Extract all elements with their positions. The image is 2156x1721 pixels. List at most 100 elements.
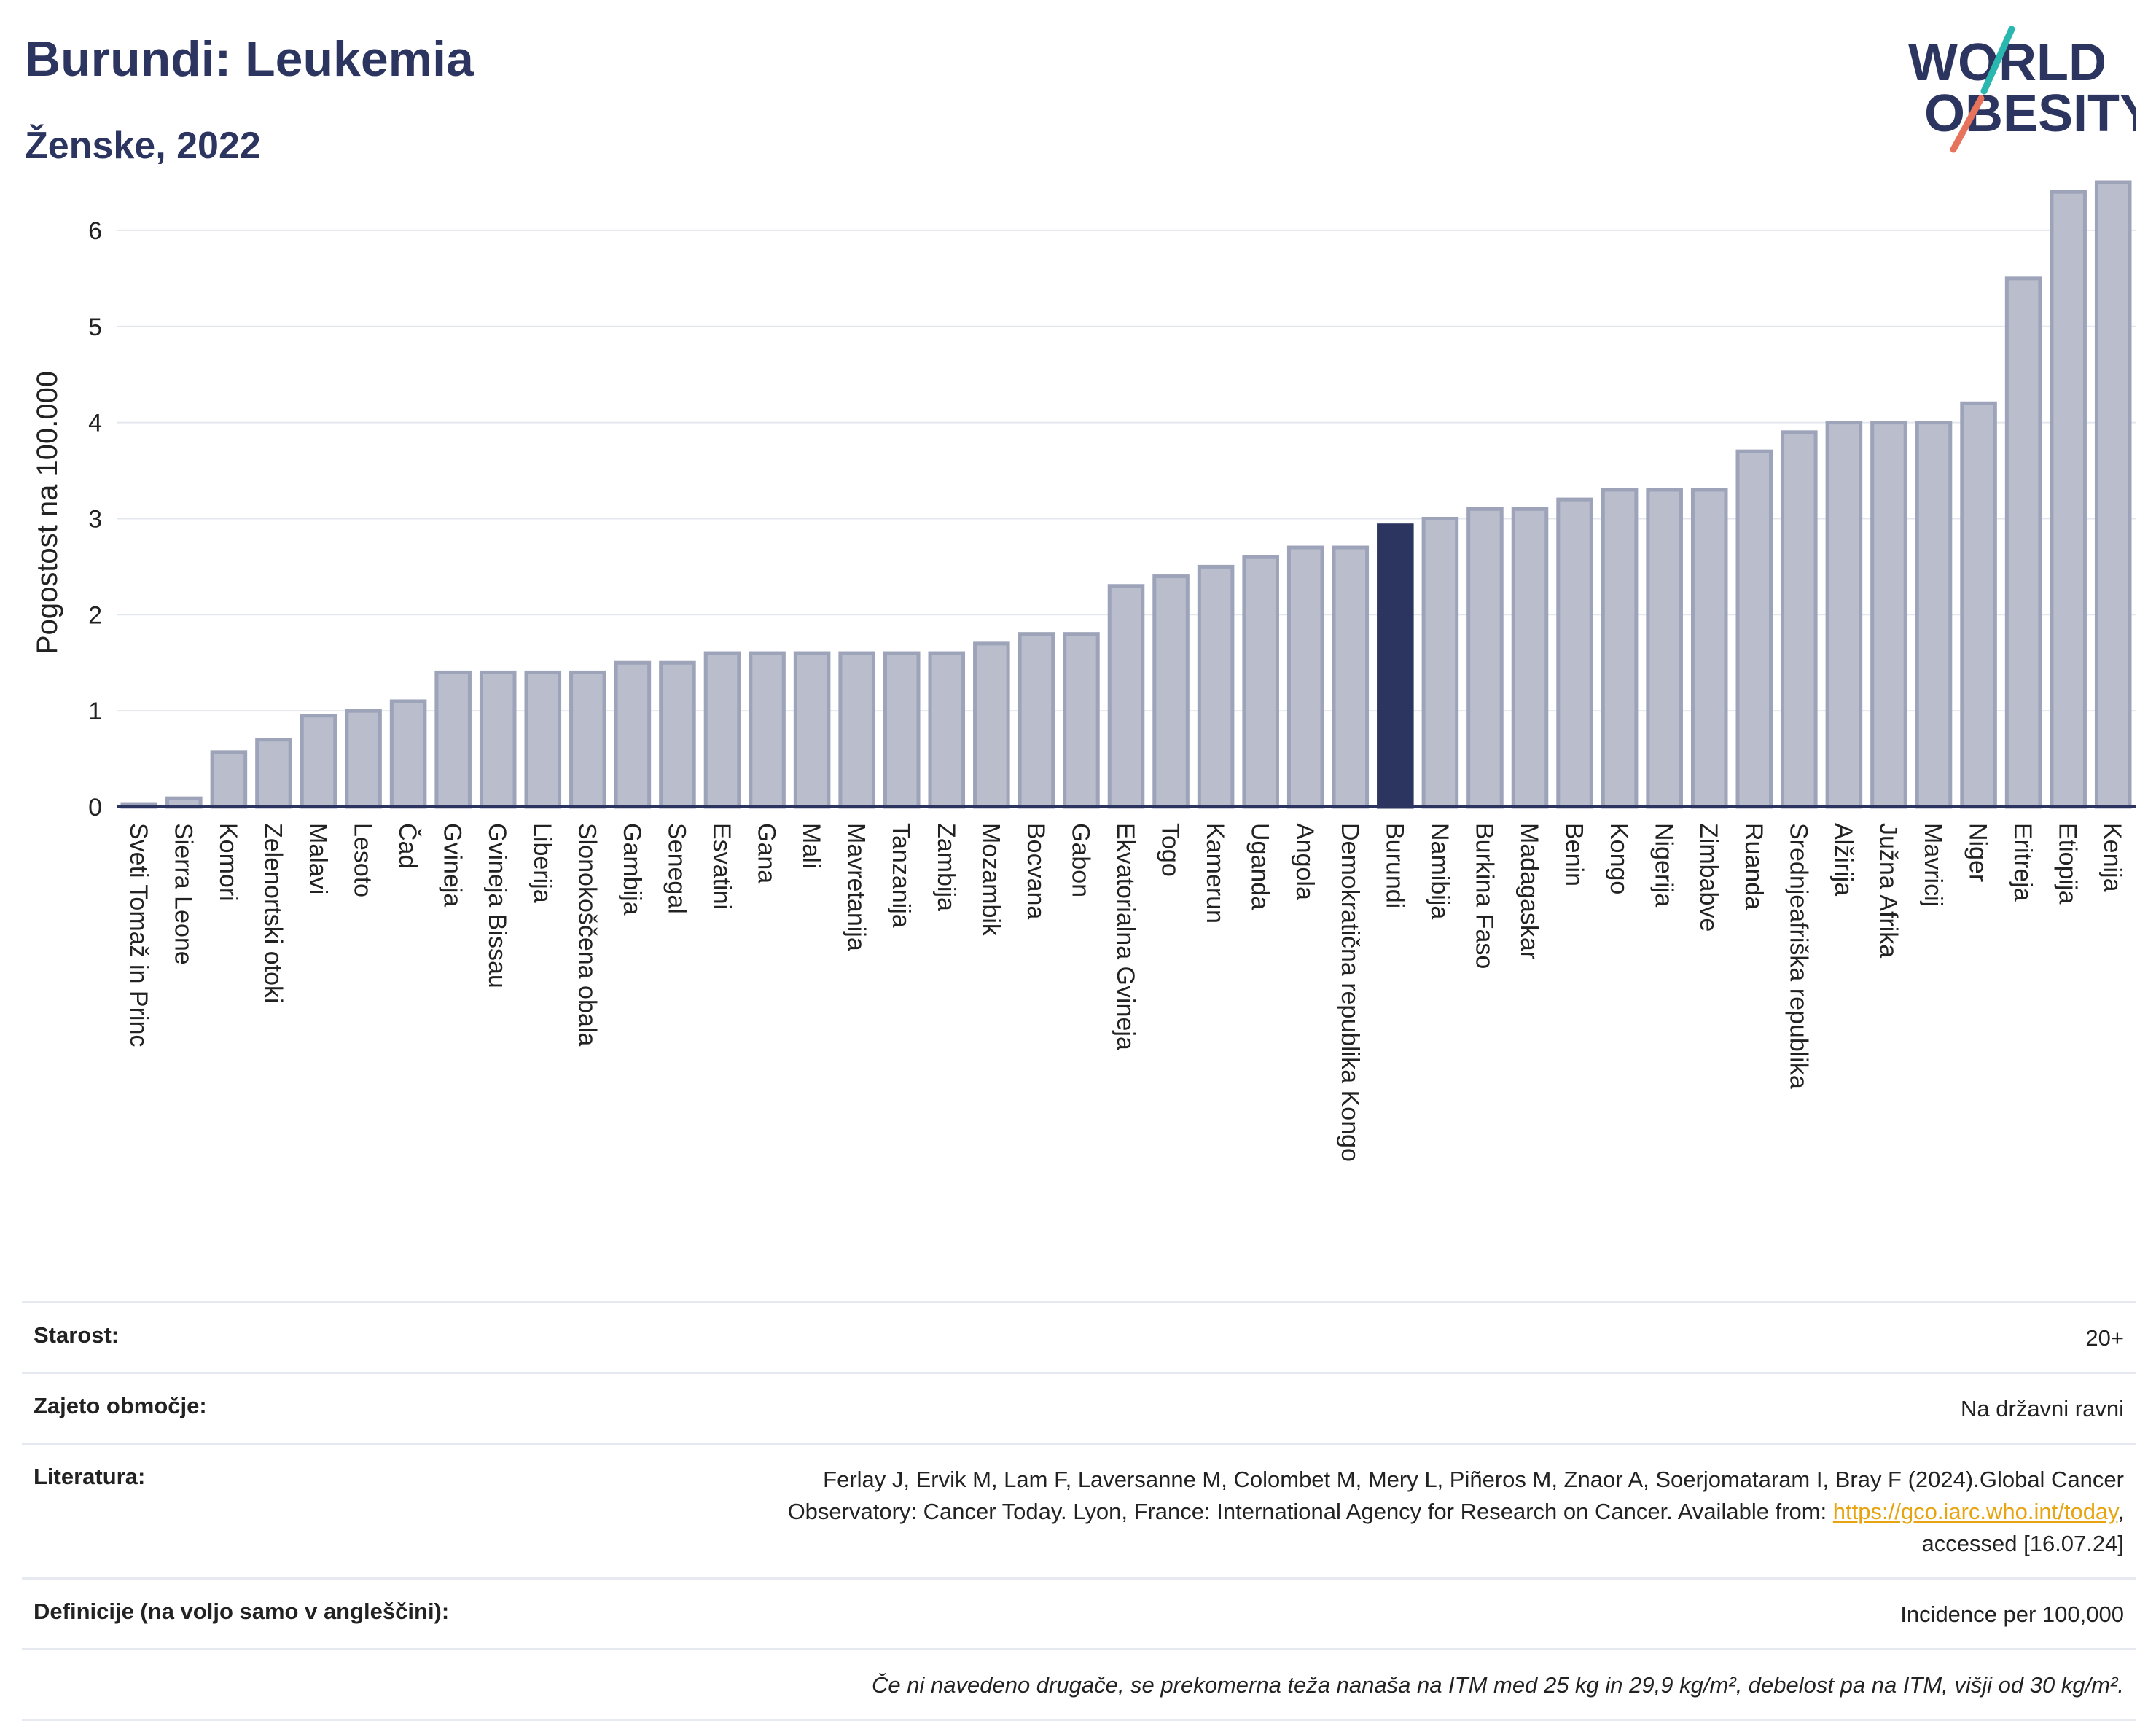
x-tick-label: Etiopija	[2054, 823, 2082, 905]
x-tick-label: Slonokoščena obala	[573, 823, 601, 1046]
info-row-literature: Literatura: Ferlay J, Ervik M, Lam F, La…	[22, 1443, 2136, 1577]
x-tick-label: Nigerija	[1650, 823, 1678, 907]
bar[interactable]	[1377, 523, 1414, 809]
bar[interactable]	[1063, 632, 1100, 809]
x-tick-label: Burundi	[1380, 823, 1408, 908]
bar[interactable]	[1421, 516, 1459, 809]
y-tick-label: 5	[88, 313, 102, 341]
y-tick-label: 0	[88, 794, 102, 822]
info-row-definitions: Definicije (na voljo samo v angleščini):…	[22, 1577, 2136, 1648]
coverage-label: Zajeto območje:	[34, 1393, 207, 1418]
x-tick-label: Niger	[1964, 823, 1992, 882]
bar[interactable]	[2004, 276, 2042, 809]
bar[interactable]	[749, 651, 786, 809]
x-tick-label: Bocvana	[1022, 823, 1050, 919]
bar[interactable]	[793, 651, 831, 809]
bar[interactable]	[1511, 507, 1549, 809]
bar[interactable]	[210, 750, 248, 809]
x-tick-label: Gana	[753, 823, 781, 883]
x-tick-label: Tanzanija	[887, 823, 915, 928]
bar[interactable]	[2050, 190, 2087, 809]
x-tick-label: Malavi	[304, 823, 332, 894]
x-tick-label: Liberija	[528, 823, 556, 903]
x-tick-label: Eritreja	[2009, 823, 2036, 902]
bar[interactable]	[1556, 497, 1593, 809]
bar[interactable]	[659, 660, 696, 809]
bar-chart: 0 1 2 3 4 5 6 Sveti Tomaž in Princ Sierra Leone…	[31, 180, 2136, 1162]
x-tick-label: Komori	[214, 823, 242, 902]
chart-subtitle: Ženske, 2022	[25, 125, 261, 167]
literature-label: Literatura:	[34, 1464, 146, 1489]
bar[interactable]	[1646, 488, 1683, 809]
bar[interactable]	[1242, 555, 1279, 809]
bar[interactable]	[1825, 421, 1863, 809]
x-tick-label: Madagaskar	[1515, 823, 1543, 959]
footnote: Če ni navedeno drugače, se prekomerna te…	[872, 1672, 2124, 1698]
bar[interactable]	[1915, 421, 1953, 809]
bar[interactable]	[300, 714, 337, 809]
bar[interactable]	[1466, 507, 1504, 809]
bar[interactable]	[1601, 488, 1639, 809]
x-tick-label: Sierra Leone	[169, 823, 197, 965]
y-axis-label: Pogostost na 100.000	[31, 371, 63, 655]
x-tick-label: Demokratična republika Kongo	[1336, 823, 1364, 1162]
literature-line-1: Ferlay J, Ervik M, Lam F, Laversanne M, …	[823, 1467, 2124, 1492]
bar[interactable]	[1870, 421, 1907, 809]
x-tick-label: Ekvatorialna Gvineja	[1112, 823, 1139, 1050]
bar[interactable]	[1107, 584, 1145, 809]
x-tick-label: Togo	[1157, 823, 1184, 877]
world-obesity-logo: WORLD OBESITY	[1908, 26, 2136, 153]
chart-title: Burundi: Leukemia	[25, 31, 474, 87]
bar[interactable]	[345, 709, 382, 809]
x-tick-label: Zambija	[932, 823, 960, 911]
x-tick-label: Mozambik	[977, 823, 1004, 937]
logo-coral-slash	[1950, 95, 1985, 153]
y-tick-label: 3	[88, 505, 102, 533]
bar[interactable]	[1018, 632, 1055, 809]
literature-line-2: Observatory: Cancer Today. Lyon, France:…	[787, 1499, 1833, 1524]
bar[interactable]	[1197, 564, 1235, 809]
bar[interactable]	[1960, 401, 1997, 809]
definitions-label: Definicije (na voljo samo v angleščini):	[34, 1599, 450, 1624]
x-tick-label: Zimbabve	[1695, 823, 1722, 932]
bar[interactable]	[1332, 545, 1370, 809]
bar[interactable]	[973, 641, 1010, 809]
x-tick-label: Alžirija	[1829, 823, 1857, 896]
x-tick-label: Čad	[394, 823, 421, 868]
info-row-coverage: Zajeto območje: Na državni ravni	[22, 1372, 2136, 1443]
y-tick-label: 1	[88, 698, 102, 725]
bar[interactable]	[255, 738, 292, 809]
info-row-note: Če ni navedeno drugače, se prekomerna te…	[22, 1648, 2136, 1721]
literature-link[interactable]: https://gco.iarc.who.int/today	[1832, 1499, 2118, 1524]
x-tick-label: Namibija	[1426, 823, 1453, 919]
literature-value: Ferlay J, Ervik M, Lam F, Laversanne M, …	[788, 1464, 2124, 1560]
bar[interactable]	[838, 651, 875, 809]
bar[interactable]	[1735, 449, 1773, 809]
bar[interactable]	[524, 670, 562, 809]
x-tick-label: Gabon	[1066, 823, 1094, 897]
bar[interactable]	[389, 699, 427, 809]
x-tick-label: Lesoto	[349, 823, 377, 897]
bar[interactable]	[1152, 574, 1190, 809]
bar[interactable]	[1690, 488, 1728, 809]
bar[interactable]	[479, 670, 517, 809]
x-axis-labels: Sveti Tomaž in Princ Sierra Leone Komori Ze…	[125, 823, 2126, 1162]
bar[interactable]	[434, 670, 472, 809]
bar[interactable]	[1781, 430, 1818, 809]
bars	[120, 180, 2132, 809]
age-value: 20+	[2085, 1325, 2124, 1351]
x-tick-label: Srednjeafriška republika	[1784, 823, 1812, 1089]
bar[interactable]	[703, 651, 741, 809]
literature-line-2-end: ,	[2117, 1499, 2124, 1524]
bar[interactable]	[2094, 180, 2132, 809]
literature-line-3: accessed [16.07.24]	[1921, 1531, 2124, 1556]
info-table: Starost: 20+ Zajeto območje: Na državni …	[22, 1301, 2136, 1721]
x-tick-label: Esvatini	[708, 823, 735, 910]
y-axis-ticks: 0 1 2 3 4 5 6	[88, 217, 102, 822]
bar[interactable]	[614, 660, 652, 809]
bar[interactable]	[569, 670, 606, 809]
bar[interactable]	[883, 651, 921, 809]
bar[interactable]	[928, 651, 966, 809]
x-tick-label: Južna Afrika	[1874, 823, 1902, 958]
bar[interactable]	[1286, 545, 1324, 809]
